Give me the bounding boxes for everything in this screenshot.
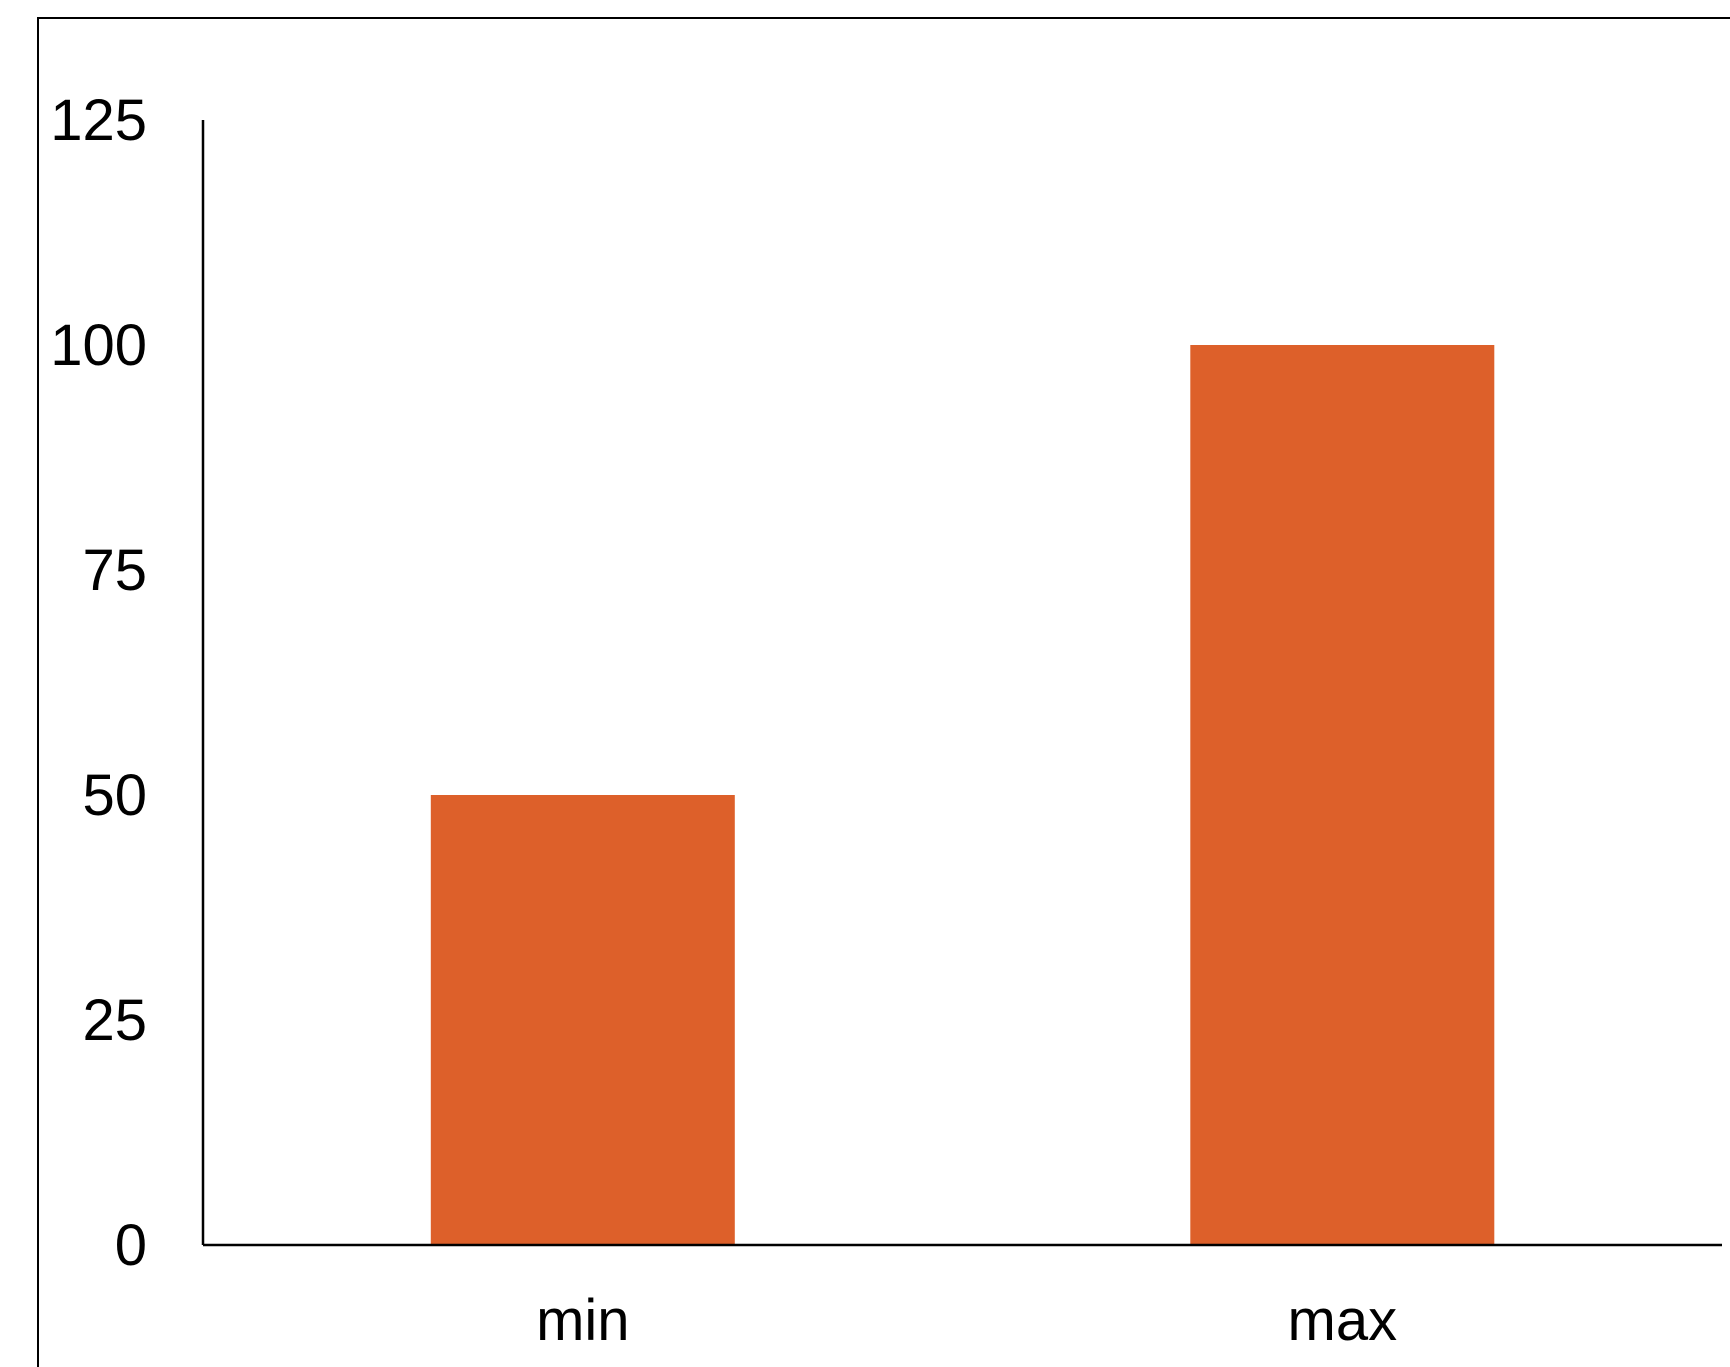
y-tick-label-50: 50 <box>82 763 147 828</box>
y-tick-label-100: 100 <box>50 313 147 378</box>
x-tick-label-min: min <box>536 1288 629 1353</box>
y-tick-label-0: 0 <box>115 1213 147 1278</box>
bars-group <box>430 345 1495 1245</box>
chart-frame <box>37 17 1730 1367</box>
x-tick-labels: min max <box>536 1288 1397 1353</box>
y-tick-labels: 0 25 50 75 100 125 <box>50 88 147 1278</box>
y-tick-label-125: 125 <box>50 88 147 153</box>
x-tick-label-max: max <box>1288 1288 1398 1353</box>
y-tick-label-75: 75 <box>82 538 147 603</box>
bar-min <box>430 795 735 1245</box>
bar-max <box>1190 345 1495 1245</box>
y-tick-label-25: 25 <box>82 988 147 1053</box>
